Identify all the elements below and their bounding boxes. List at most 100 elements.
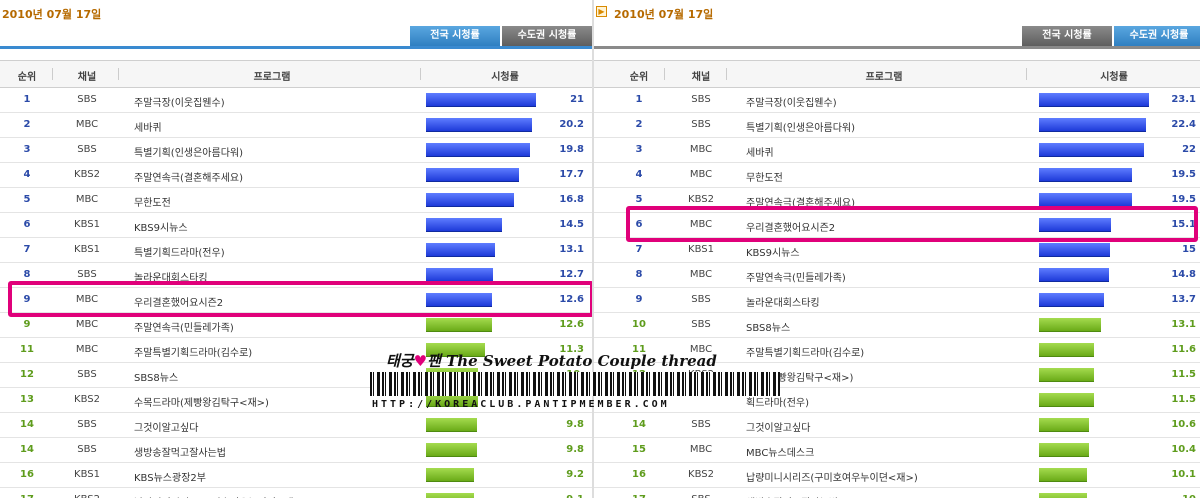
table-row[interactable]: 13 KBS2 수목드라마(제빵왕김탁구<재>) (0, 388, 592, 413)
table-row[interactable]: 3 MBC 세바퀴 22 (594, 138, 1200, 163)
program-cell[interactable]: KBS9시뉴스 (134, 223, 188, 234)
table-row[interactable]: 14 SBS 그것이알고싶다 10.6 (594, 413, 1200, 438)
table-row[interactable]: 6 MBC 우리결혼했어요시즌2 15.1 (594, 213, 1200, 238)
program-cell[interactable]: 주말연속극(민들레가족) (134, 323, 234, 334)
table-row[interactable]: 11 MBC 주말특별기획드라마(김수로) 11.3 (0, 338, 592, 363)
program-cell[interactable]: 특별기획(인생은아름다워) (134, 148, 244, 159)
table-row[interactable]: 11 MBC 주말특별기획드라마(김수로) 11.6 (594, 338, 1200, 363)
table-row[interactable]: 7 KBS1 KBS9시뉴스 15 (594, 238, 1200, 263)
rating-bar (1039, 368, 1094, 382)
table-row[interactable]: 5 MBC 무한도전 16.8 (0, 188, 592, 213)
table-row[interactable]: 6 KBS1 KBS9시뉴스 14.5 (0, 213, 592, 238)
highlight-box (8, 281, 592, 317)
rating-value: 10 (1156, 494, 1196, 498)
program-cell[interactable]: 그것이알고싶다 (746, 423, 811, 434)
program-cell[interactable]: 수목드라마(제빵왕김탁구<재>) (134, 398, 269, 409)
tab-capital-region[interactable]: 수도권 시청률 (502, 26, 592, 46)
rating-value: 12.6 (559, 294, 584, 305)
program-cell[interactable]: 납량미니시리즈(구미호여우누이뎐<재>) (134, 494, 306, 498)
program-cell[interactable]: 무한도전 (746, 173, 783, 184)
rank-cell: 4 (635, 169, 643, 180)
table-row[interactable]: 15 MBC MBC뉴스데스크 10.4 (594, 438, 1200, 463)
program-cell[interactable]: 주말연속극(민들레가족) (746, 273, 846, 284)
program-cell[interactable]: SBS8뉴스 (746, 323, 791, 334)
program-cell[interactable]: 우리결혼했어요시즌2 (134, 298, 224, 309)
program-cell[interactable]: KBS9시뉴스 (746, 248, 800, 259)
rank-cell: 2 (23, 119, 31, 130)
channel-cell: KBS2 (688, 194, 714, 205)
table-row[interactable]: 9 MBC 우리결혼했어요시즌2 12.6 (0, 288, 592, 313)
rating-bar (426, 318, 492, 332)
table-row[interactable]: 5 KBS2 주말연속극(결혼해주세요) 19.5 (594, 188, 1200, 213)
rating-bar (1039, 243, 1110, 257)
header-separator (726, 68, 727, 80)
table-row[interactable]: 14 SBS 생방송잘먹고잘사는법 9.8 (0, 438, 592, 463)
table-row[interactable]: 9 MBC 주말연속극(민들레가족) 12.6 (0, 313, 592, 338)
program-cell[interactable]: 주말특별기획드라마(김수로) (746, 348, 865, 359)
tab-underline (594, 46, 1200, 49)
program-cell[interactable]: MBC뉴스데스크 (746, 448, 815, 459)
tab-national[interactable]: 전국 시청률 (1022, 26, 1112, 46)
rating-value: 21 (570, 94, 584, 105)
program-cell[interactable]: 주말특별기획드라마(김수로) (134, 348, 253, 359)
header-rank: 순위 (629, 72, 649, 83)
table-row[interactable]: 16 KBS2 납량미니시리즈(구미호여우누이뎐<재>) 10.1 (594, 463, 1200, 488)
channel-cell: KBS2 (688, 469, 714, 480)
table-row[interactable]: 1 SBS 주말극장(이웃집웬수) 21 (0, 88, 592, 113)
program-cell[interactable]: 주말연속극(결혼해주세요) (746, 198, 856, 209)
rank-cell: 10 (632, 319, 646, 330)
table-row[interactable]: 2 SBS 특별기획(인생은아름다워) 22.4 (594, 113, 1200, 138)
program-cell[interactable]: 생방송잘먹고잘사는법 (746, 494, 838, 498)
table-row[interactable]: 10 SBS SBS8뉴스 13.1 (594, 313, 1200, 338)
rating-value: 15.1 (1171, 219, 1196, 230)
watermark-url: HTTP://KOREACLUB.PANTIPMEMBER.COM (372, 399, 670, 410)
rank-cell: 6 (635, 219, 643, 230)
program-cell[interactable]: 우리결혼했어요시즌2 (746, 223, 836, 234)
table-row[interactable]: 9 SBS 놀라운대회스타킹 13.7 (594, 288, 1200, 313)
table-row[interactable]: 4 MBC 무한도전 19.5 (594, 163, 1200, 188)
program-cell[interactable]: 놀라운대회스타킹 (746, 298, 820, 309)
program-cell[interactable]: 특별기획드라마(전우) (134, 248, 225, 259)
table-row[interactable]: 14 SBS 그것이알고싶다 9.8 (0, 413, 592, 438)
table-row[interactable]: 7 KBS1 특별기획드라마(전우) 13.1 (0, 238, 592, 263)
program-cell[interactable]: 세바퀴 (134, 123, 162, 134)
channel-cell: MBC (689, 219, 713, 230)
rating-value: 22 (1182, 144, 1196, 155)
table-row[interactable]: 1 SBS 주말극장(이웃집웬수) 23.1 (594, 88, 1200, 113)
program-cell[interactable]: 획드라마(전우) (746, 398, 810, 409)
program-cell[interactable]: 주말연속극(결혼해주세요) (134, 173, 244, 184)
rank-cell: 4 (23, 169, 31, 180)
program-cell[interactable]: 세바퀴 (746, 148, 774, 159)
channel-cell: SBS (77, 269, 97, 280)
table-row[interactable]: 2 MBC 세바퀴 20.2 (0, 113, 592, 138)
channel-cell: SBS (676, 494, 726, 498)
table-row[interactable]: 16 KBS1 KBS뉴스광장2부 9.2 (0, 463, 592, 488)
header-rating: 시청률 (1100, 72, 1128, 83)
program-cell[interactable]: 생방송잘먹고잘사는법 (134, 448, 226, 459)
program-cell[interactable]: 그것이알고싶다 (134, 423, 199, 434)
table-row[interactable]: 3 SBS 특별기획(인생은아름다워) 19.8 (0, 138, 592, 163)
rank-cell: 1 (635, 94, 643, 105)
program-cell[interactable]: 주말극장(이웃집웬수) (134, 98, 225, 109)
program-cell[interactable]: 납량미니시리즈(구미호여우누이뎐<재>) (746, 473, 918, 484)
program-cell[interactable]: KBS뉴스광장2부 (134, 473, 206, 484)
program-cell[interactable]: SBS8뉴스 (134, 373, 179, 384)
table-row[interactable]: 17 SBS 생방송잘먹고잘사는법 10 (594, 488, 1200, 498)
program-cell[interactable]: 무한도전 (134, 198, 171, 209)
program-cell[interactable]: 특별기획(인생은아름다워) (746, 123, 856, 134)
table-row[interactable]: 4 KBS2 주말연속극(결혼해주세요) 17.7 (0, 163, 592, 188)
channel-cell: MBC (75, 119, 99, 130)
table-row[interactable]: 17 KBS2 납량미니시리즈(구미호여우누이뎐<재>) 9.1 (0, 488, 592, 498)
table-row[interactable]: 8 MBC 주말연속극(민들레가족) 14.8 (594, 263, 1200, 288)
tab-capital-region[interactable]: 수도권 시청률 (1114, 26, 1200, 46)
tab-national[interactable]: 전국 시청률 (410, 26, 500, 46)
rank-cell: 17 (12, 494, 42, 498)
header-separator (118, 68, 119, 80)
rating-value: 23.1 (1171, 94, 1196, 105)
header-channel: 채널 (77, 72, 97, 83)
channel-cell: SBS (77, 444, 97, 455)
program-cell[interactable]: 놀라운대회스타킹 (134, 273, 208, 284)
table-row[interactable]: 획드라마(전우) 11.5 (594, 388, 1200, 413)
program-cell[interactable]: 주말극장(이웃집웬수) (746, 98, 837, 109)
program-cell[interactable]: 라마(제빵왕김탁구<재>) (746, 373, 854, 384)
